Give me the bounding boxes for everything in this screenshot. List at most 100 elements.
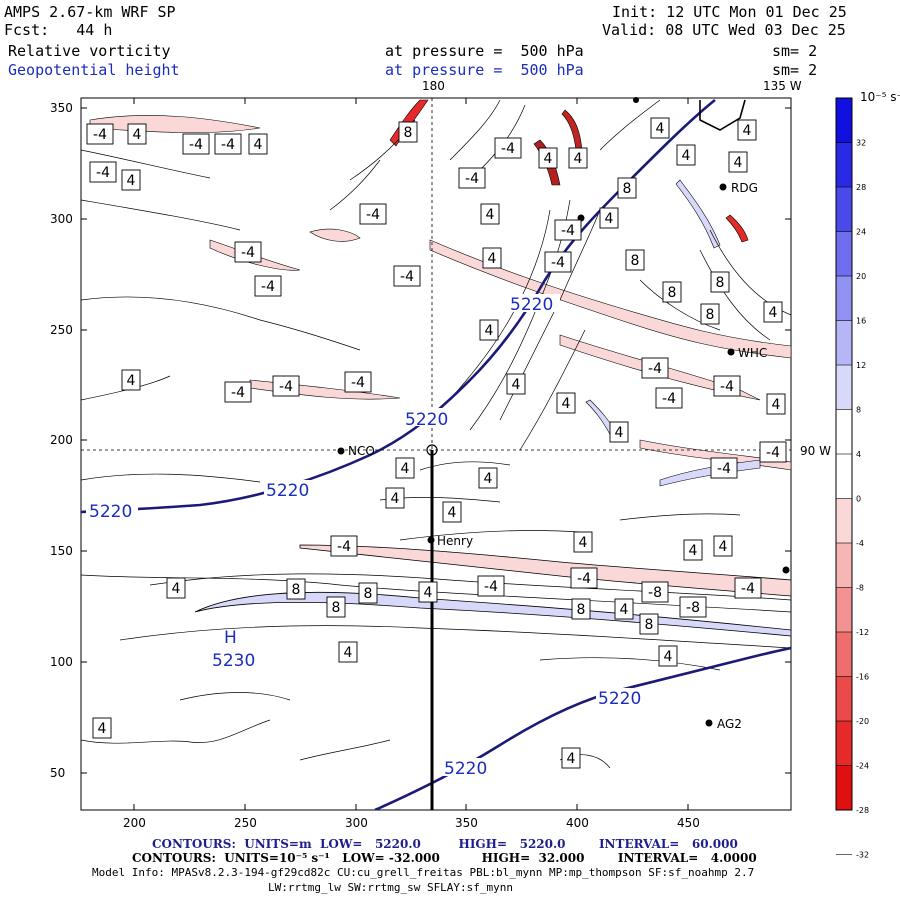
vorticity-contour-label: 4 (133, 127, 142, 143)
lon-label-90w: 90 W (800, 444, 831, 458)
vorticity-contour-label: -8 (686, 600, 700, 616)
station-dot-edge (782, 566, 790, 574)
height-label-1: 5220 (89, 502, 132, 522)
height-labels: 5220 5220 5220 5220 5220 5220 (86, 294, 648, 779)
field2-name: Geopotential height (8, 61, 180, 79)
vorticity-contour-label: -4 (241, 245, 255, 261)
vorticity-contour-label: -4 (501, 141, 515, 157)
colorbar: 32 28 24 20 16 12 8 4 0 -4 -8 -12 -16 -20 -24 -28 -32 (835, 97, 869, 860)
field1-smoothing: sm= 2 (772, 42, 818, 60)
footer-model-info: Model Info: MPASv8.2.3-194-gf29cd82c CU:… (92, 866, 755, 879)
vorticity-contour-label: -4 (400, 269, 414, 285)
vorticity-contour-label: -4 (561, 223, 575, 239)
vorticity-contour-label: -4 (741, 581, 755, 597)
y-tick-label: 300 (50, 212, 73, 226)
vorticity-contour-label: 4 (488, 251, 497, 267)
vorticity-contour-label: 4 (512, 377, 521, 393)
colorbar-tick-label: 4 (856, 450, 861, 459)
colorbar-segment (836, 454, 852, 499)
vorticity-contour-label: -4 (221, 137, 235, 153)
colorbar-segment (836, 498, 852, 544)
colorbar-tick-label: -32 (856, 851, 869, 860)
colorbar-tick-label: -28 (856, 806, 869, 815)
station-label-nco: NCO (348, 444, 375, 458)
vorticity-contour-label: 4 (664, 649, 673, 665)
vorticity-contour-label: 4 (401, 461, 410, 477)
vorticity-contour-label: 8 (706, 307, 715, 323)
station-dot-ag2 (705, 719, 713, 727)
colorbar-segment (836, 721, 852, 766)
vorticity-contour-label: 4 (605, 211, 614, 227)
x-tick-label: 450 (677, 816, 700, 830)
colorbar-segment (836, 632, 852, 677)
vorticity-contour-label: 4 (544, 151, 553, 167)
vorticity-contour-label: 8 (577, 602, 586, 618)
lon-label-135w: 135 W (763, 79, 802, 93)
colorbar-segment (836, 543, 852, 588)
vorticity-contour-label: 4 (719, 539, 728, 555)
colorbar-tick-label: 32 (856, 139, 866, 148)
vorticity-contour-label: 8 (292, 582, 301, 598)
model-title: AMPS 2.67-km WRF SP (4, 3, 176, 21)
valid-time: Valid: 08 UTC Wed 03 Dec 25 (602, 21, 846, 39)
vorticity-contour-label: -4 (465, 171, 479, 187)
colorbar-segment (836, 409, 852, 455)
colorbar-segment (836, 365, 852, 410)
vorticity-contour-label: 4 (567, 751, 576, 767)
vorticity-contour-label: 8 (645, 617, 654, 633)
colorbar-segment (836, 142, 852, 188)
colorbar-tick-label: -12 (856, 628, 869, 637)
y-tick-label: 150 (50, 544, 73, 558)
colorbar-tick-label: -24 (856, 762, 869, 771)
lon-label-180: 180 (422, 79, 445, 93)
colorbar-segment (836, 676, 852, 722)
colorbar-segment (836, 231, 852, 277)
colorbar-segment (836, 187, 852, 232)
colorbar-tick-label: 8 (856, 406, 861, 415)
vorticity-contour-label: 4 (98, 721, 107, 737)
colorbar-segment (836, 765, 852, 811)
colorbar-tick-label: -4 (856, 539, 864, 548)
x-tick-label: 400 (566, 816, 589, 830)
vorticity-contour-label: 8 (631, 253, 640, 269)
vorticity-contour-label: -4 (96, 165, 110, 181)
height-label-4: 5220 (510, 295, 553, 315)
colorbar-segment (836, 98, 852, 143)
height-label-6: 5220 (444, 759, 487, 779)
vorticity-contour-label: -4 (337, 539, 351, 555)
colorbar-segment (836, 320, 852, 366)
colorbar-tick-label: 20 (856, 272, 866, 281)
field1-level: at pressure = 500 hPa (385, 42, 584, 60)
vorticity-contour-label: 4 (484, 471, 493, 487)
vorticity-contour-label: 4 (424, 585, 433, 601)
vorticity-contour-label: -8 (648, 585, 662, 601)
plot-frame (80, 97, 792, 811)
vorticity-contour-label: -4 (93, 127, 107, 143)
vorticity-contour-label: -4 (351, 375, 365, 391)
vorticity-contour-label: 8 (332, 600, 341, 616)
height-label-2: 5220 (266, 481, 309, 501)
vorticity-contour-label: 4 (486, 207, 495, 223)
colorbar-tick-label: -8 (856, 584, 864, 593)
vorticity-contour-label: 4 (743, 123, 752, 139)
colorbar-tick-label: -20 (856, 717, 869, 726)
colorbar-tick-label: 16 (856, 317, 866, 326)
vorticity-contour-label: 4 (172, 581, 181, 597)
station-label-henry: Henry (437, 534, 473, 548)
y-tick-label: 100 (50, 655, 73, 669)
colorbar-tick-label: 28 (856, 183, 866, 192)
vorticity-contour-label: 4 (615, 425, 624, 441)
x-tick-label: 350 (455, 816, 478, 830)
vorticity-contour-label: -4 (766, 445, 780, 461)
init-time: Init: 12 UTC Mon 01 Dec 25 (612, 3, 847, 21)
height-label-3: 5220 (405, 410, 448, 430)
station-dot-nco (337, 447, 345, 455)
vorticity-contour-label: 4 (391, 491, 400, 507)
high-label: H (224, 628, 237, 648)
y-tick-label: 250 (50, 323, 73, 337)
station-dot-henry (427, 536, 435, 544)
vorticity-contour-label: -4 (648, 361, 662, 377)
vorticity-contour-label: 8 (404, 125, 413, 141)
vorticity-contour-label: 4 (620, 602, 629, 618)
vorticity-contour-label: 4 (485, 323, 494, 339)
